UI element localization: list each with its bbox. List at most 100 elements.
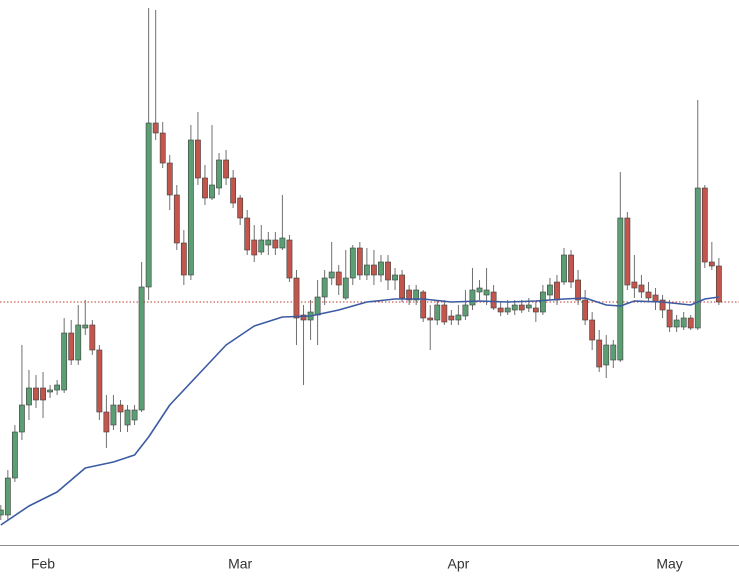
- candle-body: [638, 284, 645, 293]
- candle-body: [279, 237, 286, 249]
- candle-body: [68, 332, 75, 361]
- candle-body: [4, 477, 11, 516]
- candle-body: [617, 217, 624, 361]
- candle-body: [237, 197, 244, 219]
- candle-body: [673, 319, 680, 328]
- candle-body: [96, 349, 103, 413]
- candle-body: [413, 289, 420, 301]
- candle-body: [180, 242, 187, 276]
- candle-body: [568, 254, 574, 283]
- candle-body: [476, 287, 483, 293]
- candle-body: [272, 239, 279, 249]
- candle-body: [195, 139, 201, 179]
- candle-body: [687, 317, 694, 329]
- candle-body: [286, 239, 293, 279]
- candle-body: [603, 344, 610, 366]
- candle-body: [293, 277, 300, 319]
- candle-body: [166, 162, 173, 196]
- candle-body: [708, 261, 715, 267]
- candle-body: [54, 384, 61, 391]
- x-tick-label: Feb: [31, 556, 55, 572]
- candle-body: [47, 389, 53, 393]
- candle-body: [209, 184, 215, 199]
- candle-body: [300, 314, 307, 321]
- candle-body: [427, 317, 434, 321]
- candle-body: [701, 187, 708, 263]
- candle-body: [103, 411, 110, 433]
- candle-body: [251, 239, 258, 256]
- candle-body: [363, 264, 370, 276]
- candle-body: [645, 291, 652, 299]
- candle-body: [89, 324, 96, 351]
- candle-body: [610, 344, 617, 361]
- candle-body: [385, 261, 391, 281]
- candle-body: [314, 296, 321, 316]
- candle-body: [392, 274, 398, 281]
- candle-body: [265, 239, 272, 246]
- candle-body: [406, 289, 413, 301]
- candle-body: [455, 314, 462, 321]
- candle-body: [230, 177, 237, 204]
- candle-body: [483, 289, 490, 296]
- candle-body: [258, 239, 265, 253]
- candle-body: [11, 431, 18, 479]
- candle-body: [145, 122, 152, 288]
- candle-body: [582, 299, 589, 321]
- candle-body: [356, 247, 363, 276]
- candle-body: [631, 281, 638, 289]
- candle-body: [61, 332, 68, 391]
- candle-body: [462, 304, 469, 317]
- candle-body: [159, 132, 166, 164]
- x-tick-label: Mar: [228, 556, 252, 572]
- candle-body: [441, 304, 448, 323]
- candle-body: [659, 299, 666, 311]
- candle-body: [561, 254, 567, 283]
- candle-body: [448, 315, 455, 321]
- candle-body: [328, 271, 335, 279]
- candle-body: [547, 284, 553, 296]
- candle-body: [19, 404, 25, 433]
- candle-body: [497, 307, 504, 313]
- x-tick-label: May: [656, 556, 682, 572]
- candle-body: [82, 324, 89, 329]
- candle-body: [244, 217, 251, 251]
- candle-body: [131, 409, 138, 421]
- candle-body: [349, 247, 356, 279]
- candle-body: [75, 324, 82, 361]
- candle-body: [138, 286, 145, 411]
- candle-body: [223, 159, 229, 179]
- candle-body: [0, 509, 4, 516]
- moving-average-line: [0, 296, 719, 526]
- candle-body: [575, 279, 581, 301]
- candle-body: [378, 261, 384, 276]
- candle-body: [420, 291, 427, 319]
- candle-body: [110, 404, 117, 426]
- candle-body: [680, 317, 687, 328]
- candle-body: [26, 387, 32, 406]
- candle-body: [216, 159, 222, 189]
- candle-body: [589, 319, 596, 341]
- candle-body: [490, 291, 497, 309]
- candle-body: [518, 304, 525, 311]
- candle-body: [532, 307, 539, 313]
- candle-body: [33, 387, 39, 401]
- candle-body: [117, 404, 124, 413]
- candle-body: [469, 289, 476, 306]
- candle-body: [525, 304, 532, 309]
- candle-body: [624, 217, 631, 286]
- candle-body: [40, 387, 46, 401]
- candle-body: [666, 309, 673, 328]
- candle-body: [434, 304, 441, 321]
- candle-body: [539, 291, 546, 313]
- candle-body: [715, 265, 722, 303]
- candle-body: [399, 274, 405, 299]
- candle-body: [321, 277, 328, 298]
- candle-body: [511, 304, 518, 311]
- candle-body: [554, 281, 560, 301]
- candle-body: [152, 122, 159, 134]
- candle-body: [342, 277, 349, 299]
- candle-body: [187, 139, 194, 276]
- candle-body: [173, 194, 180, 244]
